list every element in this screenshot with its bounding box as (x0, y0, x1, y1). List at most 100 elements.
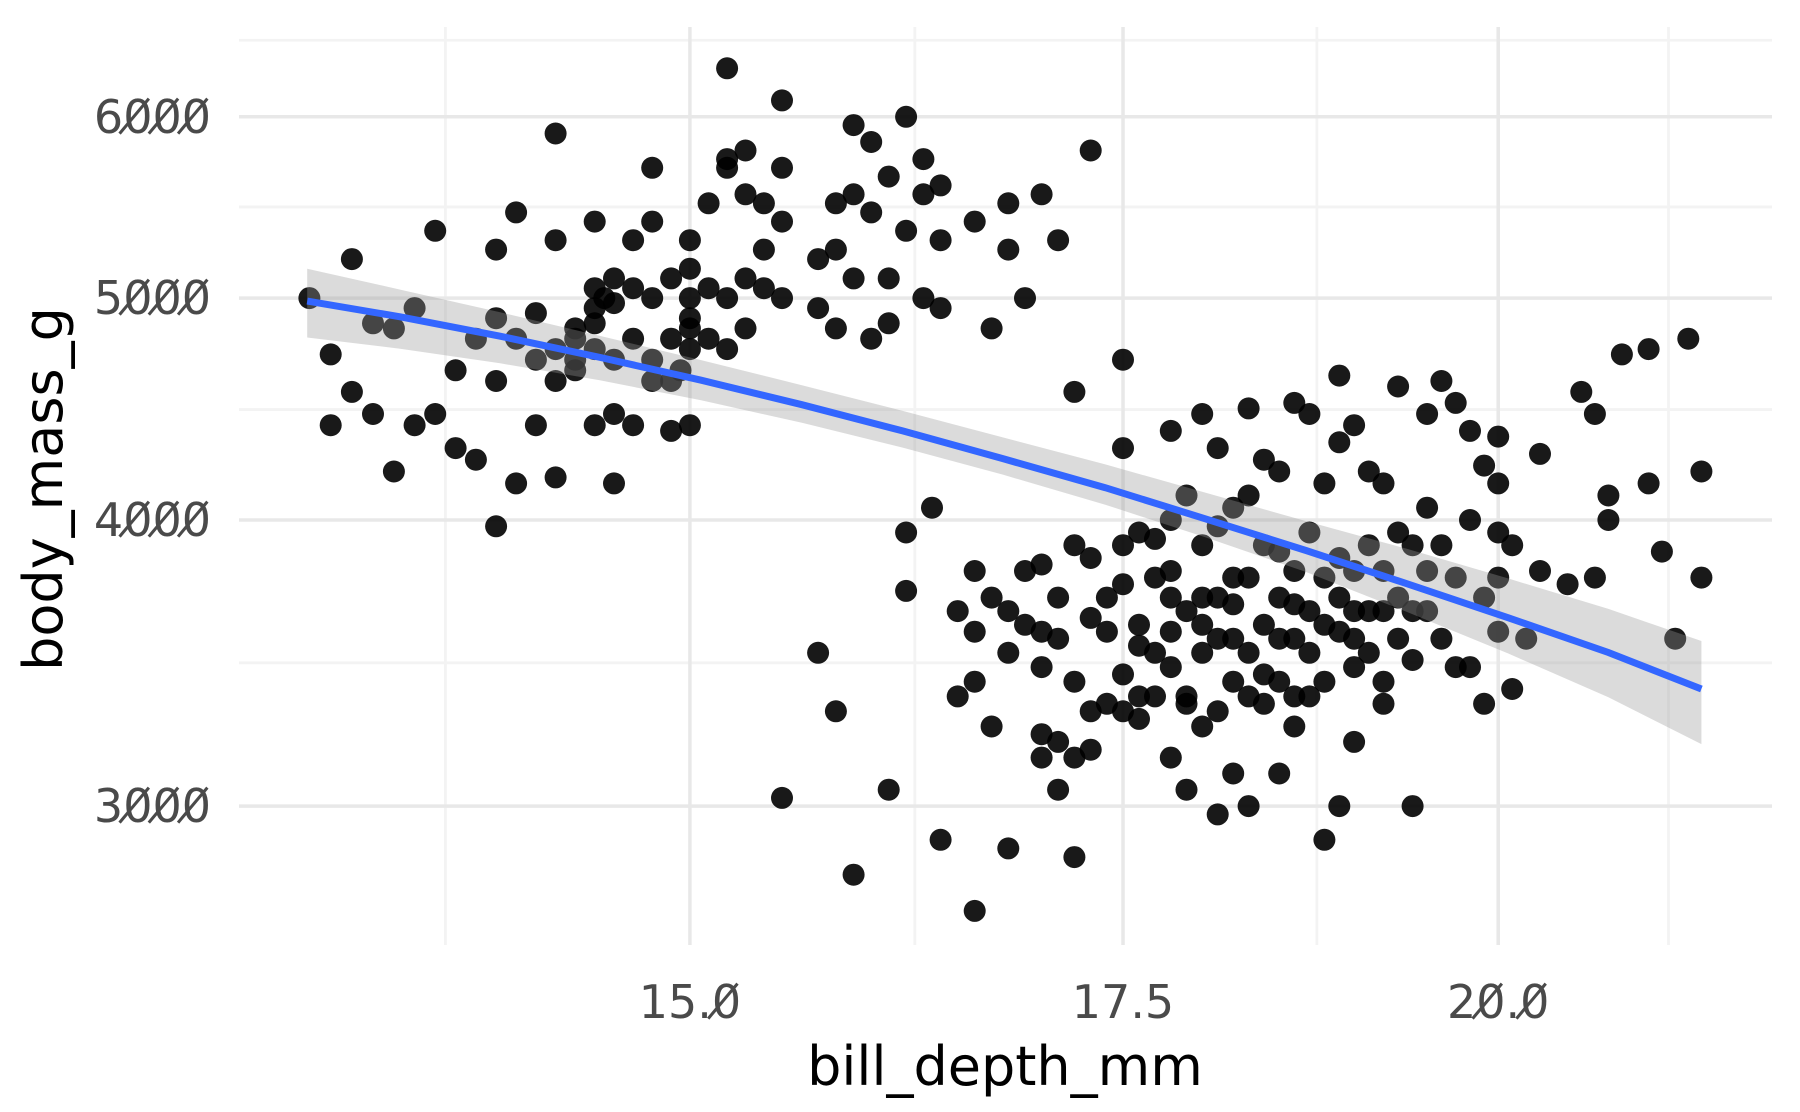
data-point (1501, 678, 1524, 700)
data-point (997, 238, 1020, 261)
data-point (1047, 730, 1070, 753)
data-point (1283, 685, 1306, 708)
data-point (842, 863, 865, 886)
y-tick-label: 60̸0̸0̸ (94, 90, 211, 144)
data-point (464, 448, 487, 471)
data-point (583, 210, 606, 233)
data-point (1237, 484, 1260, 507)
data-point (1237, 641, 1260, 664)
data-point (1444, 391, 1467, 414)
data-point (1237, 397, 1260, 420)
data-point (1159, 656, 1182, 679)
data-point (1343, 414, 1366, 437)
data-point (1047, 627, 1070, 650)
data-point (622, 277, 645, 300)
data-point (1206, 700, 1229, 723)
data-point (524, 414, 547, 437)
data-point (1112, 437, 1134, 460)
data-point (1191, 641, 1214, 664)
data-point (1401, 795, 1424, 818)
data-point (1416, 560, 1439, 582)
y-axis-title: body_mass_g (12, 307, 75, 671)
data-point (980, 715, 1003, 738)
data-point (1268, 460, 1291, 483)
data-point (895, 105, 918, 128)
data-point (678, 338, 701, 361)
data-point (382, 460, 405, 483)
data-point (1357, 641, 1380, 664)
data-point (929, 297, 952, 320)
data-point (877, 165, 900, 188)
data-point (505, 472, 528, 495)
data-point (1401, 649, 1424, 671)
data-point (1268, 627, 1291, 650)
data-point (1237, 795, 1260, 818)
x-tick-label: 20̸.0̸ (1447, 975, 1549, 1029)
data-point (1014, 287, 1036, 310)
data-point (716, 338, 739, 361)
data-point (1690, 566, 1713, 589)
data-point (877, 778, 900, 801)
data-point (1313, 670, 1336, 693)
data-point (1047, 778, 1070, 801)
data-point (641, 210, 664, 233)
data-point (1159, 620, 1182, 643)
data-point (678, 229, 701, 252)
data-point (1597, 509, 1620, 531)
data-point (622, 414, 645, 437)
data-point (1583, 566, 1606, 589)
data-point (1112, 534, 1134, 557)
data-point (1191, 534, 1214, 557)
data-point (912, 287, 935, 310)
data-point (1529, 560, 1551, 582)
x-tick-label: 15.0̸ (639, 975, 741, 1029)
data-point (641, 156, 664, 179)
data-point (1095, 692, 1118, 715)
data-point (1222, 566, 1245, 589)
data-point (734, 317, 757, 340)
data-point (824, 238, 847, 261)
data-point (1583, 403, 1606, 425)
data-point (1328, 795, 1351, 818)
data-point (1175, 778, 1198, 801)
data-point (1095, 620, 1118, 643)
data-point (1222, 670, 1245, 693)
data-point (1610, 343, 1633, 366)
data-point (1079, 139, 1102, 162)
data-point (997, 600, 1020, 623)
data-point (1597, 484, 1620, 507)
data-point (1372, 670, 1395, 693)
data-point (963, 560, 986, 582)
data-point (752, 238, 775, 261)
data-point (678, 257, 701, 280)
data-point (697, 192, 720, 215)
data-point (734, 267, 757, 290)
data-point (1473, 692, 1496, 715)
data-point (1175, 600, 1198, 623)
data-point (319, 343, 342, 366)
data-point (771, 89, 793, 112)
data-point (697, 277, 720, 300)
data-point (997, 641, 1020, 664)
data-point (1159, 746, 1182, 769)
data-point (771, 156, 793, 179)
data-point (1222, 496, 1245, 519)
data-point (444, 359, 467, 382)
data-point (946, 600, 969, 623)
data-point (1014, 613, 1036, 636)
data-point (1372, 600, 1395, 623)
data-point (929, 174, 952, 197)
data-point (1430, 627, 1453, 650)
data-point (678, 287, 701, 310)
y-tick-label: 50̸0̸0̸ (94, 271, 211, 325)
data-point (1112, 348, 1134, 371)
data-point (716, 156, 739, 179)
data-point (485, 307, 508, 330)
data-point (362, 312, 384, 335)
data-point (1191, 586, 1214, 609)
data-point (1430, 534, 1453, 557)
data-point (641, 370, 664, 392)
data-point (1650, 540, 1673, 563)
y-tick-label: 30̸0̸0̸ (94, 779, 211, 833)
data-point (319, 414, 342, 437)
